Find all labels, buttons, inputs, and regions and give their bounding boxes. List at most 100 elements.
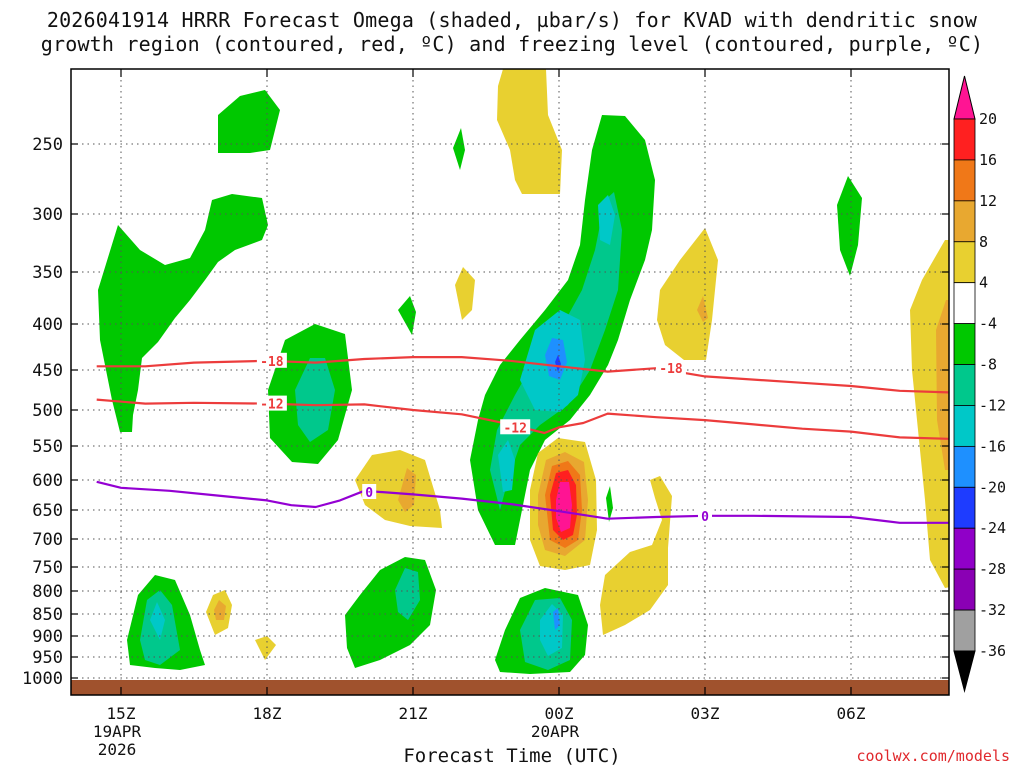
colorbar-top-arrow — [953, 75, 976, 120]
contour-label: -18 — [260, 355, 284, 370]
colorbar-label: -36 — [979, 642, 1006, 660]
contour-label-bg — [655, 360, 686, 376]
x-tick-date-label: 20APR — [531, 722, 580, 741]
contour-label-bg — [500, 419, 531, 435]
omega-area — [556, 482, 572, 532]
omega-area — [600, 476, 672, 635]
colorbar-bin — [953, 609, 976, 652]
colorbar-bottom-arrow — [953, 650, 976, 693]
omega-area — [150, 602, 165, 640]
y-tick-label: 250 — [32, 135, 63, 155]
x-tick-label: 18Z — [253, 704, 282, 723]
y-tick-label: 450 — [32, 361, 63, 381]
omega-area — [255, 636, 276, 660]
omega-area — [214, 600, 226, 620]
x-tick-year-label: 2026 — [98, 740, 137, 759]
colorbar-label: 4 — [979, 274, 988, 292]
x-tick-label: 03Z — [691, 704, 720, 723]
colorbar: 20 16 12 8 4 -4 -8 -12 -16 -20 -24 -28 -32 -36 — [953, 75, 1006, 693]
omega-area — [936, 300, 949, 470]
omega-area — [697, 296, 708, 322]
contour-label: 0 — [701, 510, 709, 525]
contour-line-freezing — [96, 480, 949, 524]
omega-area — [355, 450, 442, 528]
contour-label-bg — [698, 507, 712, 523]
chart-title-line-2: growth region (contoured, red, ºC) and f… — [40, 32, 984, 56]
y-tick-label: 500 — [32, 401, 63, 421]
omega-area — [453, 128, 465, 170]
colorbar-label: -20 — [979, 478, 1006, 496]
colorbar-label: -32 — [979, 601, 1006, 619]
x-tick-date-label: 19APR — [93, 722, 142, 741]
colorbar-bin — [953, 364, 976, 406]
omega-area — [657, 228, 718, 360]
y-tick-label: 700 — [32, 530, 63, 550]
omega-area — [910, 240, 949, 588]
y-tick-label: 600 — [32, 471, 63, 491]
colorbar-bin — [953, 118, 976, 161]
y-tick-label: 400 — [32, 315, 63, 335]
omega-area — [498, 440, 515, 492]
contour-line-dgz-minus18 — [96, 356, 949, 394]
y-tick-label: 300 — [32, 205, 63, 225]
omega-area — [837, 176, 862, 276]
colorbar-bin — [953, 241, 976, 284]
colorbar-label: -24 — [979, 519, 1006, 537]
colorbar-bin — [953, 445, 976, 488]
y-tick-label: 650 — [32, 501, 63, 521]
omega-shading — [98, 69, 949, 674]
colorbar-bin — [953, 405, 976, 447]
omega-area — [395, 568, 420, 620]
y-tick-label: 950 — [32, 648, 63, 668]
colorbar-label: -16 — [979, 437, 1006, 455]
contour-label: 0 — [365, 486, 373, 501]
x-tick-label: 06Z — [837, 704, 866, 723]
x-tick-label: 00Z — [545, 704, 574, 723]
colorbar-bin — [953, 486, 976, 529]
y-tick-label: 550 — [32, 437, 63, 457]
omega-area — [98, 194, 268, 432]
colorbar-label: 12 — [979, 192, 997, 210]
omega-area — [553, 608, 560, 630]
colorbar-bin — [953, 323, 976, 365]
colorbar-bin — [953, 200, 976, 243]
colorbar-label: 16 — [979, 151, 997, 169]
y-tick-label: 750 — [32, 558, 63, 578]
y-tick-label: 850 — [32, 605, 63, 625]
x-tick-label: 21Z — [399, 704, 428, 723]
x-axis-label: Forecast Time (UTC) — [403, 745, 621, 767]
colorbar-bin — [953, 527, 976, 570]
omega-area — [345, 557, 436, 668]
colorbar-bin — [953, 568, 976, 611]
y-tick-label: 350 — [32, 263, 63, 283]
contour-label-bg — [256, 395, 287, 411]
y-tick-label: 800 — [32, 582, 63, 602]
colorbar-label: 8 — [979, 233, 988, 251]
colorbar-label: -4 — [979, 315, 997, 333]
omega-area — [598, 195, 615, 245]
colorbar-label: -12 — [979, 396, 1006, 414]
contour-label: -12 — [260, 398, 283, 413]
y-tick-label: 900 — [32, 627, 63, 647]
contour-label-bg — [362, 484, 377, 499]
omega-area — [455, 267, 475, 320]
colorbar-label: -28 — [979, 560, 1006, 578]
x-tick-label: 15Z — [107, 704, 136, 723]
omega-area — [497, 69, 562, 194]
omega-area — [398, 468, 416, 512]
omega-area — [295, 358, 335, 442]
contour-label: -18 — [659, 362, 683, 377]
colorbar-label: 20 — [979, 110, 997, 128]
credit-text[interactable]: coolwx.com/models — [856, 747, 1010, 765]
colorbar-label: -8 — [979, 356, 997, 374]
colorbar-bin — [953, 159, 976, 202]
omega-area — [555, 355, 561, 372]
y-tick-label: 1000 — [22, 669, 63, 689]
contour-label: -12 — [503, 421, 526, 436]
omega-area — [218, 90, 280, 153]
contour-label-bg — [256, 352, 287, 368]
plot-frame — [70, 68, 950, 696]
ground-surface-bar — [71, 680, 949, 695]
omega-area — [606, 486, 613, 522]
